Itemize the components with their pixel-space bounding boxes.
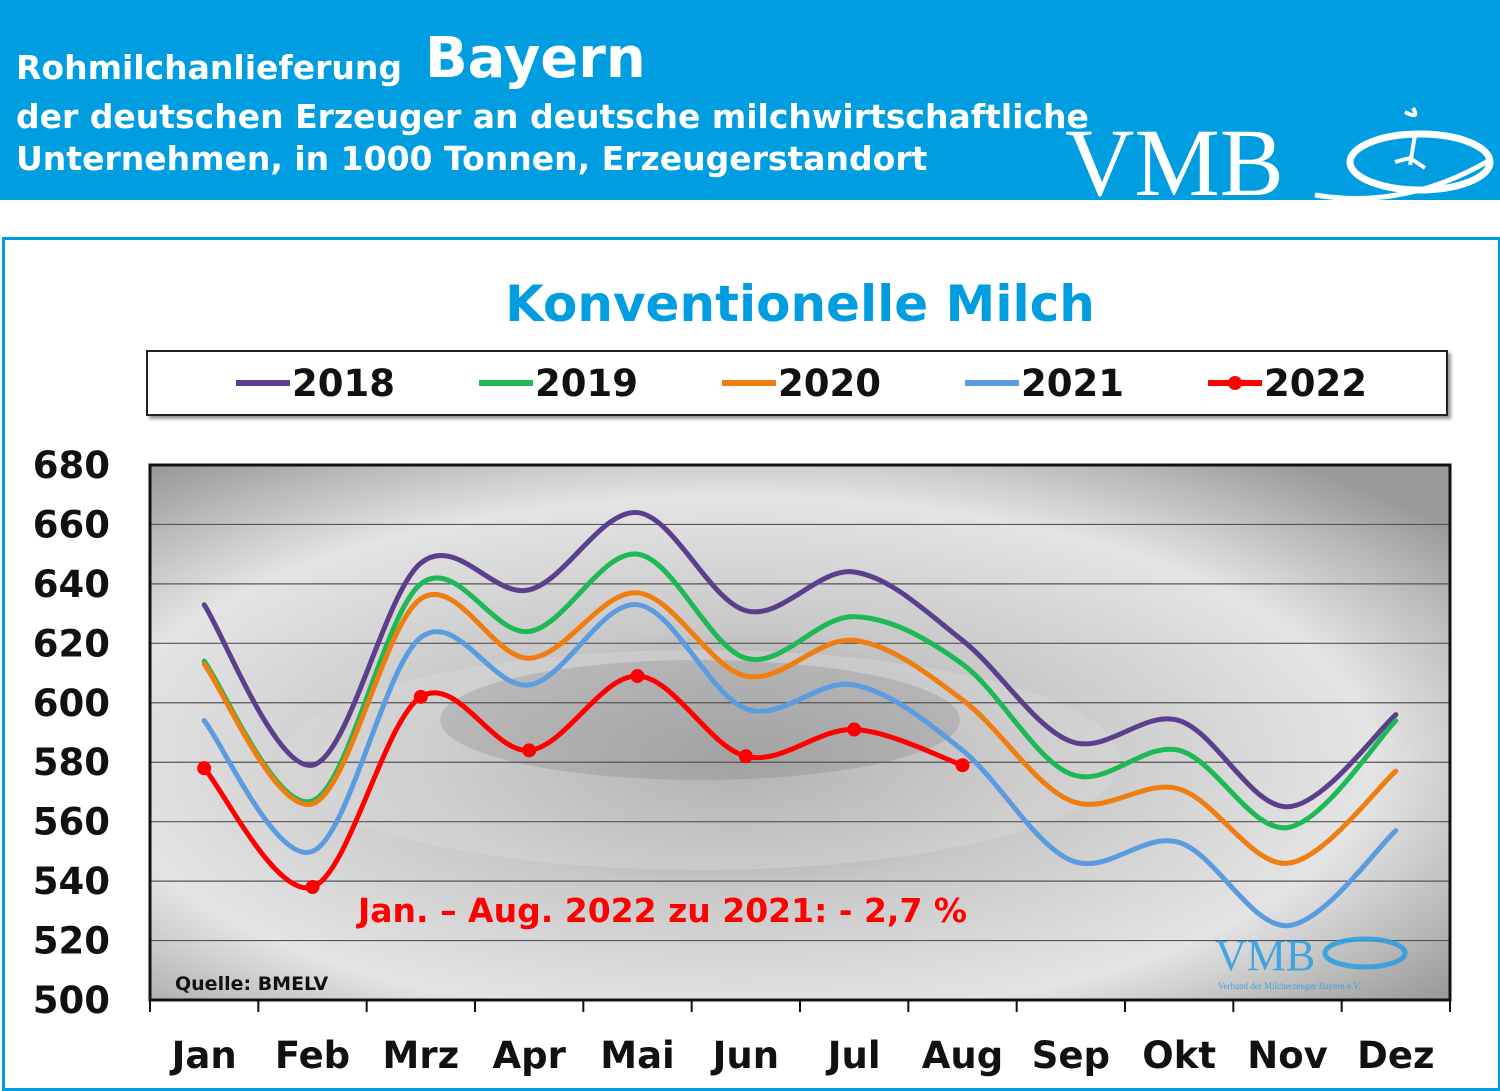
series-line-2020 <box>201 590 1399 866</box>
legend-item-2019: 2019 <box>479 361 638 405</box>
data-point-2022 <box>197 761 212 776</box>
data-point-2022 <box>738 749 753 764</box>
x-tick-label: Dez <box>1357 1034 1434 1077</box>
legend-item-2022: 2022 <box>1208 361 1367 405</box>
y-tick-label: 660 <box>33 503 110 546</box>
data-point-2022 <box>955 758 970 773</box>
data-point-2022 <box>522 743 537 758</box>
y-tick-label: 500 <box>33 979 110 1022</box>
series-line-2021 <box>201 602 1399 929</box>
y-tick-label: 600 <box>33 682 110 725</box>
y-tick-label: 560 <box>33 801 110 844</box>
x-tick-label: Okt <box>1142 1034 1216 1077</box>
vmb-logo: VMB <box>1065 100 1495 216</box>
legend-swatch <box>479 380 533 386</box>
data-point-2022 <box>413 689 428 704</box>
series-line-2019 <box>201 551 1399 831</box>
x-tick-label: Aug <box>922 1034 1003 1077</box>
x-tick-label: Apr <box>492 1034 566 1077</box>
y-tick-label: 680 <box>33 444 110 487</box>
watermark-logo-text: VMB <box>1215 931 1315 980</box>
legend-swatch <box>722 380 776 386</box>
series-line-2018 <box>201 510 1399 810</box>
data-point-2022 <box>305 880 320 895</box>
legend-item-2020: 2020 <box>722 361 881 405</box>
y-tick-label: 620 <box>33 622 110 665</box>
subtitle-line-2: Unternehmen, in 1000 Tonnen, Erzeugersta… <box>16 139 928 178</box>
x-tick-label: Feb <box>275 1034 350 1077</box>
title-prefix: Rohmilchanlieferung <box>16 48 403 87</box>
legend: 2018 2019 2020 2021 2022 <box>146 350 1448 416</box>
data-point-2022 <box>847 722 862 737</box>
subtitle-line-1: der deutschen Erzeuger an deutsche milch… <box>16 97 1089 136</box>
y-tick-label: 580 <box>33 741 110 784</box>
legend-item-2018: 2018 <box>236 361 395 405</box>
legend-swatch <box>965 380 1019 386</box>
y-tick-label: 540 <box>33 860 110 903</box>
y-tick-label: 640 <box>33 563 110 606</box>
legend-label: 2018 <box>292 361 395 405</box>
watermark-tagline: Verband der Milcherzeuger Bayern e.V. <box>1218 981 1361 991</box>
x-tick-label: Sep <box>1032 1034 1110 1077</box>
x-tick-label: Jun <box>710 1034 779 1077</box>
legend-swatch <box>236 380 290 386</box>
annotation: Jan. – Aug. 2022 zu 2021: - 2,7 % <box>356 891 967 930</box>
legend-item-2021: 2021 <box>965 361 1124 405</box>
x-tick-label: Mai <box>600 1034 674 1077</box>
data-point-2022 <box>630 669 645 684</box>
watermark-logo: VMB Verband der Milcherzeuger Bayern e.V… <box>1215 931 1408 991</box>
title-region: Bayern <box>425 26 646 91</box>
y-tick-label: 520 <box>33 920 110 963</box>
x-tick-label: Jan <box>169 1034 237 1077</box>
x-tick-label: Jul <box>825 1034 881 1077</box>
legend-label: 2019 <box>535 361 638 405</box>
x-tick-label: Nov <box>1247 1034 1328 1077</box>
chart-title: Konventionelle Milch <box>505 275 1095 333</box>
x-tick-label: Mrz <box>383 1034 460 1077</box>
header-banner: Rohmilchanlieferung Bayern der deutschen… <box>0 0 1500 216</box>
source-note: Quelle: BMELV <box>175 973 329 995</box>
legend-label: 2020 <box>778 361 881 405</box>
legend-label: 2021 <box>1021 361 1124 405</box>
legend-swatch <box>1208 376 1262 390</box>
legend-label: 2022 <box>1264 361 1367 405</box>
watermark-swirl-icon <box>1322 936 1408 970</box>
logo-text: VMB <box>1065 109 1284 200</box>
